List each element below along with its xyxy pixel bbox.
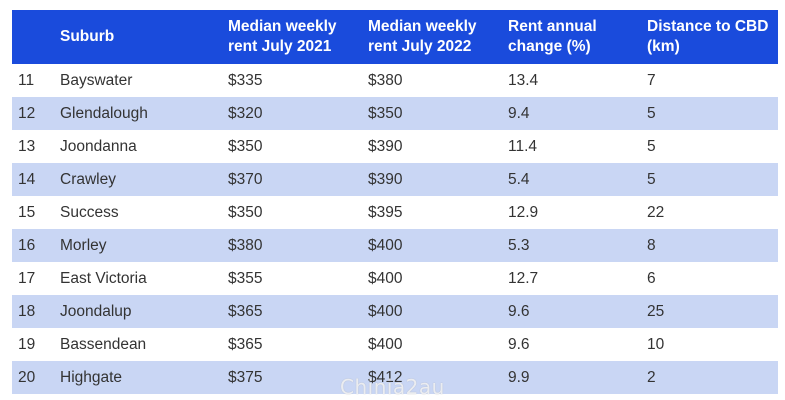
cell-distance: 6 <box>647 262 778 295</box>
rent-table: Suburb Median weekly rent July 2021 Medi… <box>12 10 778 394</box>
table-row: 17 East Victoria $355 $400 12.7 6 <box>12 262 778 295</box>
table-row: 14 Crawley $370 $390 5.4 5 <box>12 163 778 196</box>
cell-suburb: East Victoria <box>60 262 228 295</box>
cell-rent-2022: $350 <box>368 97 508 130</box>
cell-distance: 2 <box>647 361 778 394</box>
cell-rent-2022: $390 <box>368 130 508 163</box>
cell-rent-change: 12.7 <box>508 262 647 295</box>
cell-rank: 17 <box>12 262 60 295</box>
header-rent-change: Rent annual change (%) <box>508 10 647 64</box>
cell-rent-2021: $375 <box>228 361 368 394</box>
cell-rent-2021: $335 <box>228 64 368 97</box>
table-row: 19 Bassendean $365 $400 9.6 10 <box>12 328 778 361</box>
table-header: Suburb Median weekly rent July 2021 Medi… <box>12 10 778 64</box>
header-row: Suburb Median weekly rent July 2021 Medi… <box>12 10 778 64</box>
cell-distance: 7 <box>647 64 778 97</box>
table-body: 11 Bayswater $335 $380 13.4 7 12 Glendalough $32… <box>12 64 778 394</box>
table-row: 16 Morley $380 $400 5.3 8 <box>12 229 778 262</box>
header-suburb: Suburb <box>60 10 228 64</box>
cell-distance: 8 <box>647 229 778 262</box>
cell-rent-change: 12.9 <box>508 196 647 229</box>
cell-rent-change: 5.4 <box>508 163 647 196</box>
cell-suburb: Joondalup <box>60 295 228 328</box>
cell-rent-2022: $395 <box>368 196 508 229</box>
cell-rent-2022: $400 <box>368 295 508 328</box>
cell-distance: 22 <box>647 196 778 229</box>
cell-rent-2021: $370 <box>228 163 368 196</box>
table-row: 12 Glendalough $320 $350 9.4 5 <box>12 97 778 130</box>
cell-distance: 5 <box>647 163 778 196</box>
cell-rent-change: 13.4 <box>508 64 647 97</box>
cell-rent-2022: $400 <box>368 229 508 262</box>
header-rank <box>12 10 60 64</box>
cell-rank: 15 <box>12 196 60 229</box>
table-row: 20 Highgate $375 $412 9.9 2 <box>12 361 778 394</box>
cell-rank: 11 <box>12 64 60 97</box>
cell-rent-2021: $380 <box>228 229 368 262</box>
cell-rent-change: 9.4 <box>508 97 647 130</box>
cell-rent-2021: $365 <box>228 295 368 328</box>
cell-suburb: Morley <box>60 229 228 262</box>
cell-rent-2021: $350 <box>228 130 368 163</box>
cell-rank: 16 <box>12 229 60 262</box>
cell-rent-2022: $412 <box>368 361 508 394</box>
table-row: 11 Bayswater $335 $380 13.4 7 <box>12 64 778 97</box>
cell-suburb: Bayswater <box>60 64 228 97</box>
cell-rank: 13 <box>12 130 60 163</box>
cell-suburb: Joondanna <box>60 130 228 163</box>
header-rent-2022: Median weekly rent July 2022 <box>368 10 508 64</box>
cell-suburb: Glendalough <box>60 97 228 130</box>
cell-rank: 12 <box>12 97 60 130</box>
cell-rent-change: 5.3 <box>508 229 647 262</box>
cell-rent-2021: $365 <box>228 328 368 361</box>
header-distance: Distance to CBD (km) <box>647 10 778 64</box>
cell-rent-2021: $320 <box>228 97 368 130</box>
cell-rent-2022: $380 <box>368 64 508 97</box>
cell-rank: 19 <box>12 328 60 361</box>
header-rent-2021: Median weekly rent July 2021 <box>228 10 368 64</box>
watermark: Chinia2au <box>340 375 445 399</box>
cell-suburb: Highgate <box>60 361 228 394</box>
cell-distance: 10 <box>647 328 778 361</box>
cell-rent-2021: $355 <box>228 262 368 295</box>
cell-rent-change: 9.6 <box>508 295 647 328</box>
cell-rent-2022: $400 <box>368 328 508 361</box>
cell-rank: 20 <box>12 361 60 394</box>
cell-suburb: Success <box>60 196 228 229</box>
cell-distance: 5 <box>647 97 778 130</box>
table-row: 15 Success $350 $395 12.9 22 <box>12 196 778 229</box>
cell-suburb: Bassendean <box>60 328 228 361</box>
cell-rent-2021: $350 <box>228 196 368 229</box>
cell-distance: 25 <box>647 295 778 328</box>
cell-rent-change: 9.6 <box>508 328 647 361</box>
cell-rent-change: 9.9 <box>508 361 647 394</box>
cell-rent-2022: $390 <box>368 163 508 196</box>
table-row: 13 Joondanna $350 $390 11.4 5 <box>12 130 778 163</box>
table-row: 18 Joondalup $365 $400 9.6 25 <box>12 295 778 328</box>
cell-distance: 5 <box>647 130 778 163</box>
cell-rank: 18 <box>12 295 60 328</box>
cell-rent-change: 11.4 <box>508 130 647 163</box>
cell-rent-2022: $400 <box>368 262 508 295</box>
cell-suburb: Crawley <box>60 163 228 196</box>
cell-rank: 14 <box>12 163 60 196</box>
